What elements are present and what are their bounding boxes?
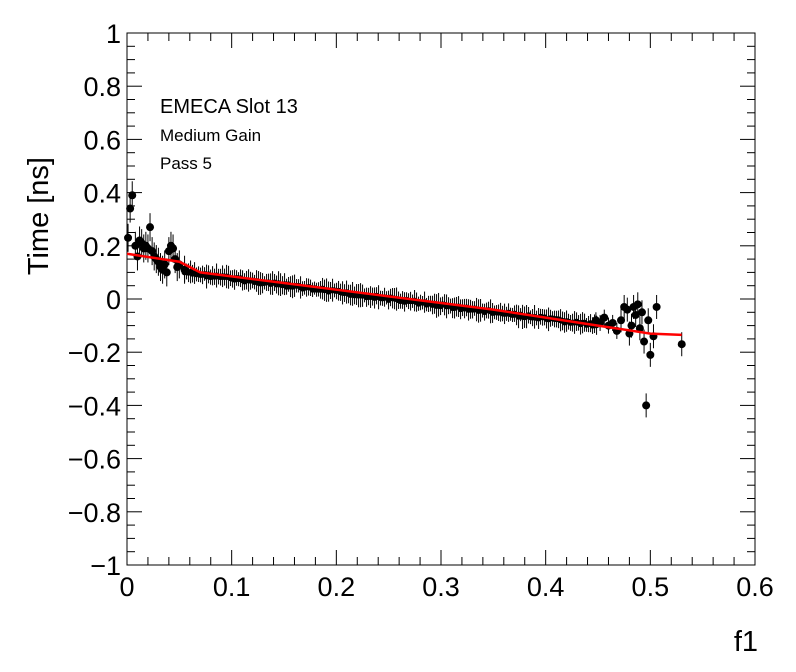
x-tick-label: 0.1 <box>213 572 251 602</box>
data-point <box>644 316 653 325</box>
x-tick-label: 0.5 <box>632 572 670 602</box>
x-tick-label: 0.2 <box>318 572 356 602</box>
annotation-1: EMECA Slot 13 <box>160 96 298 118</box>
data-point <box>617 316 626 325</box>
data-point <box>640 337 649 346</box>
y-tick-label: −1 <box>90 551 121 581</box>
x-tick-label: 0 <box>119 572 134 602</box>
y-tick-label: 0.4 <box>83 179 121 209</box>
data-point <box>646 350 655 359</box>
annotation-3: Pass 5 <box>160 154 212 173</box>
data-point <box>633 300 642 309</box>
y-tick-label: 0.2 <box>83 232 121 262</box>
y-tick-label: 0.6 <box>83 125 121 155</box>
data-point <box>124 233 133 242</box>
data-point <box>160 260 169 269</box>
y-tick-label: −0.6 <box>68 445 121 475</box>
data-point <box>627 321 636 330</box>
x-tick-labels: 0 0.1 0.2 0.3 0.4 0.5 0.6 <box>119 572 773 602</box>
data-point <box>146 223 155 232</box>
data-point <box>126 204 135 213</box>
y-tick-label: −0.4 <box>68 391 121 421</box>
data-point <box>180 265 189 274</box>
data-point <box>128 191 137 200</box>
fit-line <box>126 252 682 337</box>
y-tick-label: −0.2 <box>68 338 121 368</box>
data-point <box>637 308 646 317</box>
x-tick-label: 0.6 <box>736 572 774 602</box>
data-point <box>635 324 644 333</box>
y-tick-label: 1 <box>106 19 121 49</box>
y-tick-labels: −1 −0.8 −0.6 −0.4 −0.2 0 0.2 0.4 0.6 0.8 1 <box>68 19 121 581</box>
data-point <box>608 318 617 327</box>
annotation-2: Medium Gain <box>160 126 261 145</box>
x-tick-label: 0.3 <box>422 572 460 602</box>
data-point <box>600 313 609 322</box>
x-axis-title: f1 <box>734 626 758 658</box>
y-tick-label: 0.8 <box>83 72 121 102</box>
y-axis-title: Time [ns] <box>23 157 55 275</box>
data-point <box>162 268 171 277</box>
x-tick-label: 0.4 <box>527 572 565 602</box>
data-point <box>677 340 686 349</box>
y-tick-label: −0.8 <box>68 498 121 528</box>
data-point <box>623 305 632 314</box>
data-point <box>169 244 178 253</box>
data-point <box>642 401 651 410</box>
data-point <box>652 302 661 311</box>
y-tick-label: 0 <box>106 285 121 315</box>
